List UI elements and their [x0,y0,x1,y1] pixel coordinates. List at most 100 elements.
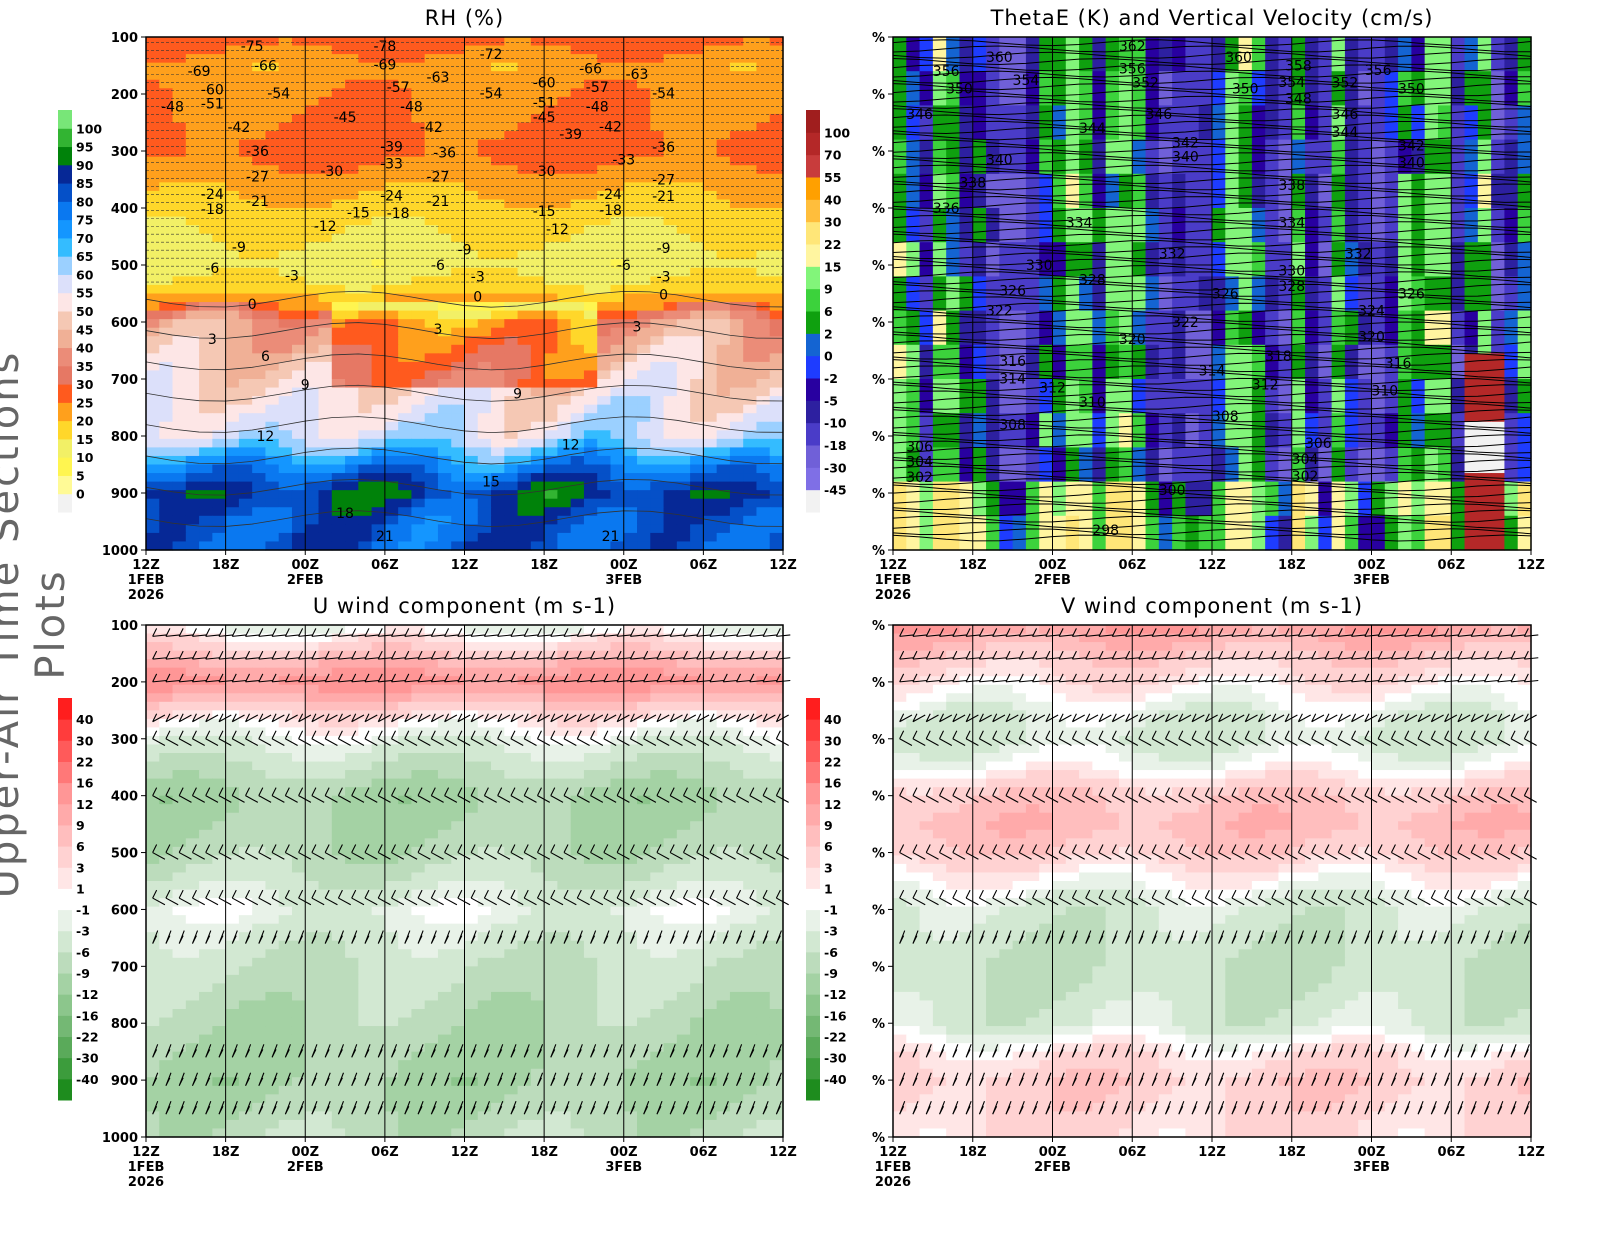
field-cell [557,173,572,183]
y-tick-label: 600 [111,316,138,331]
field-cell [959,302,974,312]
field-cell [464,225,479,235]
field-cell [265,336,280,346]
field-cell [623,173,638,183]
field-cell [650,481,665,491]
field-cell [331,293,346,303]
field-cell [172,353,187,363]
field-cell [1451,113,1466,124]
field-cell [1052,319,1067,329]
field-cell [238,148,253,158]
field-cell [1331,208,1346,218]
field-cell [570,113,585,124]
field-cell [623,105,638,115]
field-cell [932,139,947,149]
field-cell [1172,122,1187,132]
field-cell [557,310,572,320]
field-cell [1411,208,1426,218]
field-cell [1198,165,1213,175]
field-cell [959,216,974,226]
field-cell [557,267,572,277]
field-cell [185,208,200,218]
field-cell [1065,233,1080,243]
field-cell [769,165,784,175]
field-cell [358,293,373,303]
field-cell [1132,105,1147,115]
field-cell [583,45,598,55]
field-cell [1118,37,1133,47]
field-cell [716,216,731,226]
field-cell [477,370,492,380]
field-cell [690,284,704,295]
field-cell [424,507,439,517]
field-cell [676,319,691,329]
field-cell [729,310,744,320]
field-cell [517,233,532,243]
field-cell [225,387,240,397]
field-cell [411,233,426,243]
field-cell [265,216,280,226]
field-cell [946,216,961,226]
field-cell [358,404,373,414]
colorbar-swatch [58,438,72,458]
field-cell [477,532,492,543]
field-cell [491,225,505,235]
colorbar-label: 45 [76,322,93,337]
field-cell [437,208,452,218]
field-cell [185,267,200,277]
field-cell [291,361,306,372]
field-cell [729,284,744,295]
field-cell [252,79,267,89]
contour-label: -75 [241,39,264,55]
field-cell [650,88,665,98]
field-cell [1158,208,1173,218]
field-cell [1305,216,1319,226]
field-cell [650,267,665,277]
field-cell [212,113,227,124]
field-cell [1398,45,1412,55]
field-cell [159,62,174,72]
field-cell [504,122,519,132]
field-cell [637,276,651,286]
field-cell [146,139,160,149]
field-cell [544,481,558,491]
field-cell [530,379,545,389]
field-cell [398,447,413,457]
field-cell [703,404,718,414]
field-cell [1344,344,1359,354]
field-cell [1012,225,1027,235]
field-cell [265,387,280,397]
field-cell [570,233,585,243]
field-cell [663,54,678,64]
field-cell [238,319,253,329]
field-cell [972,225,987,235]
field-cell [225,464,240,474]
field-cell [212,122,227,132]
field-cell [932,293,947,303]
field-cell [557,421,572,431]
field-cell [291,88,306,98]
field-cell [1424,344,1439,354]
field-cell [1398,208,1412,218]
field-cell [371,293,386,303]
field-cell [1517,148,1532,158]
field-cell [1185,113,1200,124]
field-cell [583,79,598,89]
field-cell [1105,105,1120,115]
field-cell [1344,182,1359,192]
field-cell [172,131,187,141]
field-cell [504,131,519,141]
field-cell [1052,88,1067,98]
field-cell [637,524,651,534]
field-cell [663,387,678,397]
field-cell [398,353,413,363]
field-cell [1039,327,1054,337]
field-cell [504,156,519,166]
field-cell [1132,353,1147,363]
field-cell [451,532,466,543]
contour-label: -48 [161,100,184,116]
field-cell [1132,37,1147,47]
field-cell [318,156,333,166]
field-cell [530,62,545,72]
field-cell [398,259,413,269]
